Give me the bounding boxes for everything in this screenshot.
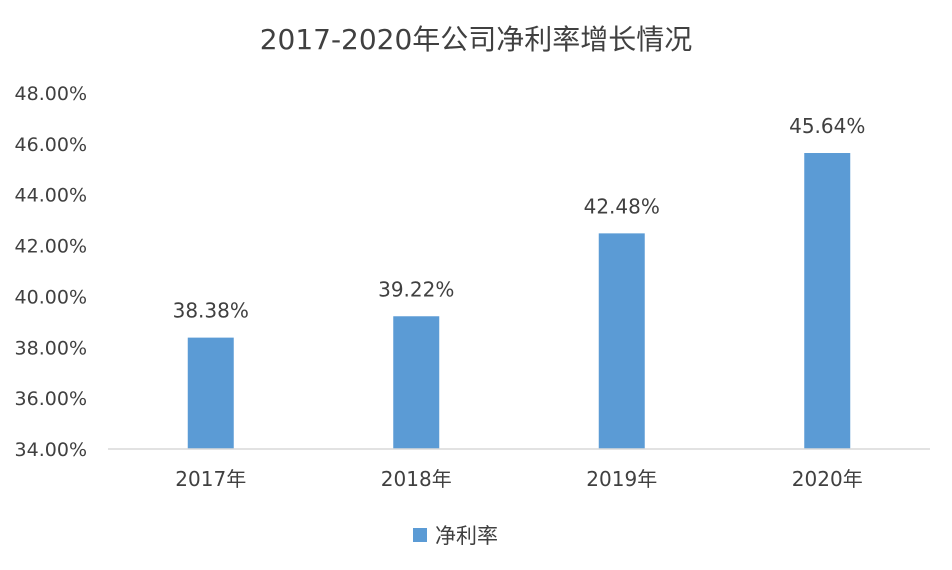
y-tick-label: 38.00% bbox=[15, 337, 87, 359]
chart-title: 2017-2020年公司净利率增长情况 bbox=[260, 23, 693, 56]
y-tick-label: 36.00% bbox=[15, 388, 87, 410]
bar-2 bbox=[393, 316, 440, 449]
y-tick-label: 44.00% bbox=[15, 185, 87, 207]
bar-3 bbox=[598, 233, 645, 449]
data-label-3: 42.48% bbox=[584, 194, 660, 218]
x-tick-label: 2020年 bbox=[792, 467, 863, 491]
bar-4 bbox=[804, 153, 851, 450]
bar-1 bbox=[187, 337, 234, 449]
y-tick-label: 48.00% bbox=[15, 83, 87, 105]
data-label-4: 45.64% bbox=[789, 114, 865, 138]
x-tick-label: 2017年 bbox=[175, 467, 246, 491]
x-tick-label: 2019年 bbox=[586, 467, 657, 491]
data-label-2: 39.22% bbox=[378, 277, 454, 301]
bars bbox=[187, 153, 851, 450]
x-tick-label: 2018年 bbox=[381, 467, 452, 491]
x-axis: 2017年 2018年 2019年 2020年 bbox=[175, 467, 862, 491]
y-axis: 34.00% 36.00% 38.00% 40.00% 42.00% 44.00% 46.0… bbox=[15, 83, 87, 461]
data-label-1: 38.38% bbox=[173, 299, 249, 323]
y-tick-label: 42.00% bbox=[15, 236, 87, 258]
y-tick-label: 34.00% bbox=[15, 439, 87, 461]
legend-swatch-net-margin bbox=[413, 528, 427, 542]
legend-label-net-margin: 净利率 bbox=[435, 524, 498, 548]
y-tick-label: 40.00% bbox=[15, 286, 87, 308]
data-labels: 38.38% 39.22% 42.48% 45.64% bbox=[173, 114, 866, 323]
legend: 净利率 bbox=[413, 524, 498, 548]
y-tick-label: 46.00% bbox=[15, 134, 87, 156]
